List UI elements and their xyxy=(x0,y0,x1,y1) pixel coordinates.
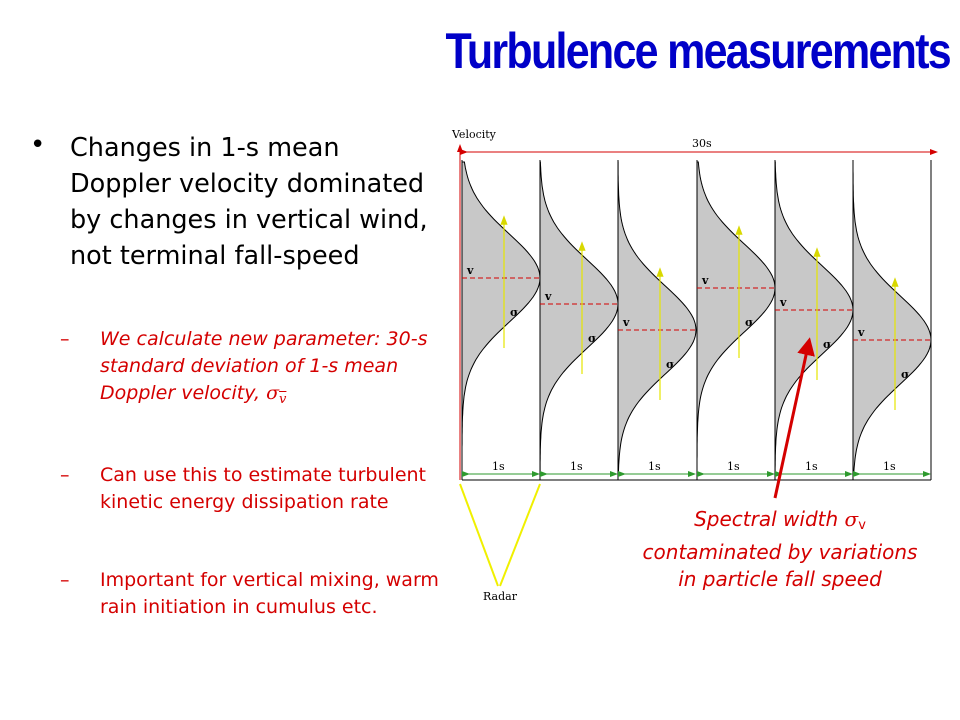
subpoint-3: – Important for vertical mixing, warm ra… xyxy=(60,567,440,621)
sigma-symbol: σ xyxy=(266,382,280,404)
slide-title: Turbulence measurements xyxy=(445,23,952,79)
velocity-axis-arrow-icon xyxy=(457,144,463,152)
sigma-label: σ xyxy=(901,368,909,381)
sigma-label: σ xyxy=(510,306,518,319)
spectrum-curve xyxy=(617,161,697,475)
subpoint-3-text: Important for vertical mixing, warm rain… xyxy=(100,569,439,618)
dash-icon: – xyxy=(60,328,70,350)
mean-velocity-label: v xyxy=(857,326,865,339)
mean-velocity-label: v xyxy=(779,296,787,309)
sigma-subscript: v xyxy=(279,392,287,407)
subpoint-1-text: We calculate new parameter: 30-s standar… xyxy=(100,328,428,407)
mean-velocity-label: v xyxy=(466,264,474,277)
subpoint-2-text: Can use this to estimate turbulent kinet… xyxy=(100,464,426,513)
spectral-width-caption: Spectral width σv contaminated by variat… xyxy=(642,507,918,591)
velocity-label: Velocity xyxy=(451,128,497,141)
interval-labels: 1s 1s 1s 1s 1s 1s xyxy=(462,460,931,477)
doppler-spectra: v σ v σ v σ v σ v σ v σ xyxy=(461,161,932,475)
spectrum-curve xyxy=(461,161,541,474)
mean-velocity-label: v xyxy=(622,316,630,329)
interval-label: 1s xyxy=(883,460,896,473)
radar-beam-right xyxy=(499,483,541,587)
sigma-label: σ xyxy=(745,316,753,329)
dash-icon: – xyxy=(60,464,70,486)
pointer-arrow xyxy=(773,337,815,499)
total-span-label: 30s xyxy=(692,137,712,150)
subpoint-2: – Can use this to estimate turbulent kin… xyxy=(60,462,440,516)
spectrum-curve xyxy=(539,161,619,475)
interval-label: 1s xyxy=(648,460,661,473)
sigma-label: σ xyxy=(823,338,831,351)
main-bullet-text: Changes in 1-s mean Doppler velocity dom… xyxy=(70,133,428,271)
interval-label: 1s xyxy=(570,460,583,473)
spectrum-curve xyxy=(852,162,932,475)
main-bullet: • Changes in 1-s mean Doppler velocity d… xyxy=(30,130,440,274)
spectrum-curve xyxy=(774,161,854,475)
interval-label: 1s xyxy=(805,460,818,473)
bullet-dot-icon: • xyxy=(30,130,46,160)
interval-label: 1s xyxy=(727,460,740,473)
radar-label: Radar xyxy=(483,590,518,603)
radar-beam-left xyxy=(459,483,499,587)
sigma-label: σ xyxy=(588,332,596,345)
spectrum-curve xyxy=(696,161,776,474)
caption-sigma-subscript: v xyxy=(858,518,866,533)
mean-velocity-label: v xyxy=(701,274,709,287)
sigma-label: σ xyxy=(666,358,674,371)
mean-velocity-label: v xyxy=(544,290,552,303)
interval-label: 1s xyxy=(492,460,505,473)
subpoint-1: – We calculate new parameter: 30-s stand… xyxy=(60,326,440,413)
caption-sigma-symbol: σ xyxy=(844,507,859,531)
dash-icon: – xyxy=(60,569,70,591)
